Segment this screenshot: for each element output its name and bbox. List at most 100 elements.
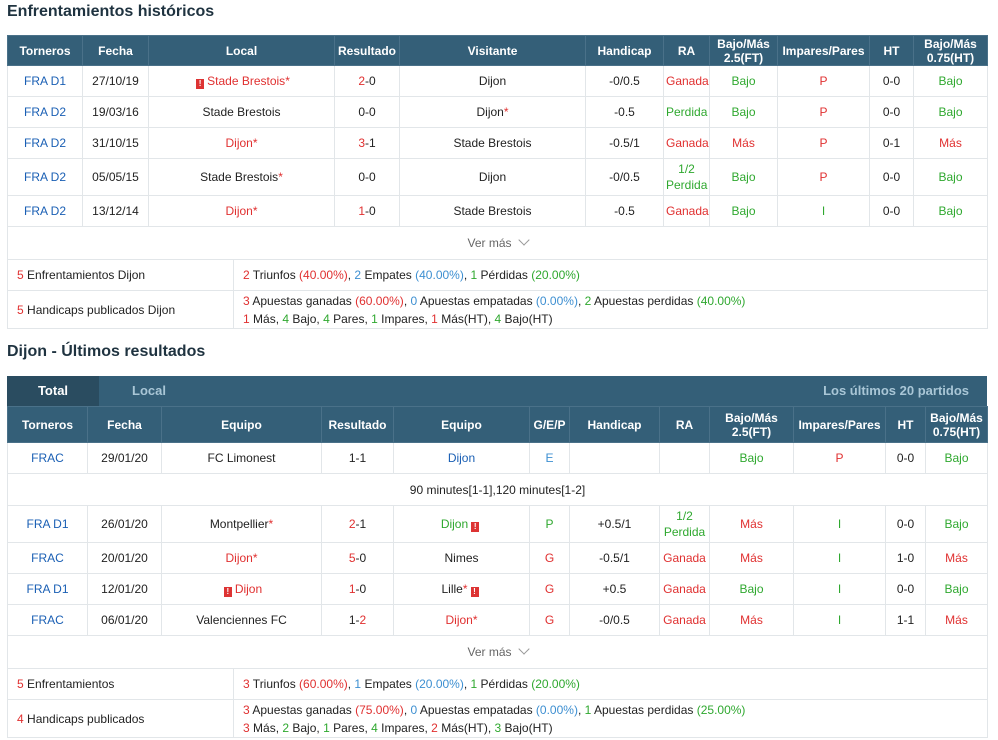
col-ra: RA xyxy=(663,35,710,66)
ht: 0-0 xyxy=(869,96,914,128)
home-team[interactable]: Dijon* xyxy=(148,195,335,227)
torneo-link[interactable]: FRAC xyxy=(7,604,88,636)
torneo-link[interactable]: FRA D1 xyxy=(7,505,88,543)
h2h-summary: 5 Enfrentamientos Dijon 2 Triunfos (40.0… xyxy=(7,259,988,329)
tab-total[interactable]: Total xyxy=(7,376,99,406)
ou-ht: Bajo xyxy=(925,573,988,605)
summary-row: 5 Handicaps publicados Dijon 3 Apuestas … xyxy=(7,290,988,329)
col-handicap: Handicap xyxy=(569,406,660,443)
home-team[interactable]: Stade Brestois xyxy=(148,96,335,128)
torneo-link[interactable]: FRA D2 xyxy=(7,158,83,196)
handicap: -0/0.5 xyxy=(585,158,664,196)
result[interactable]: 5-0 xyxy=(321,542,394,574)
result[interactable]: 2-0 xyxy=(334,65,400,97)
result[interactable]: 1-0 xyxy=(321,573,394,605)
away-team[interactable]: Dijon xyxy=(399,158,586,196)
home-team[interactable]: Dijon* xyxy=(161,542,322,574)
ou-ht: Bajo xyxy=(925,442,988,474)
ra: 1/2 Perdida xyxy=(659,505,710,543)
recent-summary: 5 Enfrentamientos 3 Triunfos (60.00%), 1… xyxy=(7,668,988,738)
h2h-title: Enfrentamientos históricos xyxy=(7,3,215,20)
score-away: 1 xyxy=(369,136,376,150)
ou: Bajo xyxy=(709,96,778,128)
result[interactable]: 0-0 xyxy=(334,96,400,128)
gep: G xyxy=(529,573,570,605)
summary-label: 5 Enfrentamientos Dijon xyxy=(7,259,234,291)
summary-label: 5 Handicaps publicados Dijon xyxy=(7,290,234,329)
ver-mas-button[interactable]: Ver más xyxy=(7,635,988,669)
torneo-link[interactable]: FRAC xyxy=(7,442,88,474)
away-team[interactable]: Stade Brestois xyxy=(399,195,586,227)
chevron-down-icon xyxy=(517,234,530,246)
score-home: 0 xyxy=(358,105,365,119)
ou-ht: Más xyxy=(913,127,988,159)
ou-ht: Más xyxy=(925,604,988,636)
away-team[interactable]: Dijon* xyxy=(393,604,530,636)
fecha: 26/01/20 xyxy=(87,505,162,543)
torneo-link[interactable]: FRAC xyxy=(7,542,88,574)
away-team[interactable]: Dijon! xyxy=(393,505,530,543)
match-note: 90 minutes[1-1],120 minutes[1-2] xyxy=(7,473,988,506)
chevron-down-icon xyxy=(517,643,530,655)
ip: P xyxy=(777,96,870,128)
recent-header-row: Torneros Fecha Equipo Resultado Equipo G… xyxy=(7,406,988,443)
ra-fraction: 1/2 xyxy=(676,509,693,523)
ou: Bajo xyxy=(709,195,778,227)
ip: I xyxy=(793,542,886,574)
away-team[interactable]: Stade Brestois xyxy=(399,127,586,159)
tab-local[interactable]: Local xyxy=(132,383,166,398)
score-home: 0 xyxy=(358,170,365,184)
result[interactable]: 1-2 xyxy=(321,604,394,636)
torneo-link[interactable]: FRA D1 xyxy=(7,573,88,605)
score-home: 1 xyxy=(348,582,356,596)
ou: Más xyxy=(709,505,794,543)
away-team[interactable]: Dijon xyxy=(393,442,530,474)
result[interactable]: 2-1 xyxy=(321,505,394,543)
result[interactable]: 1-0 xyxy=(334,195,400,227)
ht: 0-0 xyxy=(885,442,926,474)
torneo-link[interactable]: FRA D1 xyxy=(7,65,83,97)
ou: Bajo xyxy=(709,65,778,97)
col-ou-ht: Bajo/Más 0.75(HT) xyxy=(913,35,988,66)
col-gep: G/E/P xyxy=(529,406,570,443)
ou: Bajo xyxy=(709,158,778,196)
ip: I xyxy=(777,195,870,227)
ht: 1-0 xyxy=(885,542,926,574)
team-name: Stade Brestois xyxy=(207,73,286,88)
home-team[interactable]: Valenciennes FC xyxy=(161,604,322,636)
team-name: Dijon xyxy=(225,136,253,150)
home-team[interactable]: Dijon* xyxy=(148,127,335,159)
handicap: -0.5 xyxy=(585,96,664,128)
summary-label: 4 Handicaps publicados xyxy=(7,699,234,738)
away-team[interactable]: Dijon* xyxy=(399,96,586,128)
home-team[interactable]: ! Stade Brestois* xyxy=(148,65,335,97)
ver-mas-button[interactable]: Ver más xyxy=(7,226,988,260)
score-home: 5 xyxy=(348,551,356,565)
result[interactable]: 3-1 xyxy=(334,127,400,159)
home-team[interactable]: FC Limonest xyxy=(161,442,322,474)
match-note-row: 90 minutes[1-1],120 minutes[1-2] xyxy=(7,473,988,506)
torneo-link[interactable]: FRA D2 xyxy=(7,127,83,159)
last-matches-selector[interactable]: Los últimos 20 partidos xyxy=(823,383,969,398)
table-row: FRA D2 13/12/14 Dijon* 1-0 Stade Brestoi… xyxy=(7,195,988,227)
col-resultado: Resultado xyxy=(334,35,400,66)
home-team[interactable]: Stade Brestois* xyxy=(148,158,335,196)
home-team[interactable]: Montpellier* xyxy=(161,505,322,543)
col-ra: RA xyxy=(659,406,710,443)
away-team[interactable]: Lille*! xyxy=(393,573,530,605)
score-home: 2 xyxy=(348,517,356,531)
red-card-icon: ! xyxy=(196,78,205,89)
torneo-link[interactable]: FRA D2 xyxy=(7,195,83,227)
table-row: FRA D2 19/03/16 Stade Brestois 0-0 Dijon… xyxy=(7,96,988,128)
result[interactable]: 1-1 xyxy=(321,442,394,474)
result[interactable]: 0-0 xyxy=(334,158,400,196)
away-team[interactable]: Nimes xyxy=(393,542,530,574)
home-team[interactable]: ! Dijon xyxy=(161,573,322,605)
team-name: Dijon xyxy=(440,516,469,531)
score-away: 1 xyxy=(359,451,367,465)
summary-value: 3 Apuestas ganadas (60.00%), 0 Apuestas … xyxy=(233,290,988,329)
recent-title: Dijon - Últimos resultados xyxy=(7,343,206,360)
torneo-link[interactable]: FRA D2 xyxy=(7,96,83,128)
away-team[interactable]: Dijon xyxy=(399,65,586,97)
score-away: 0 xyxy=(369,204,376,218)
